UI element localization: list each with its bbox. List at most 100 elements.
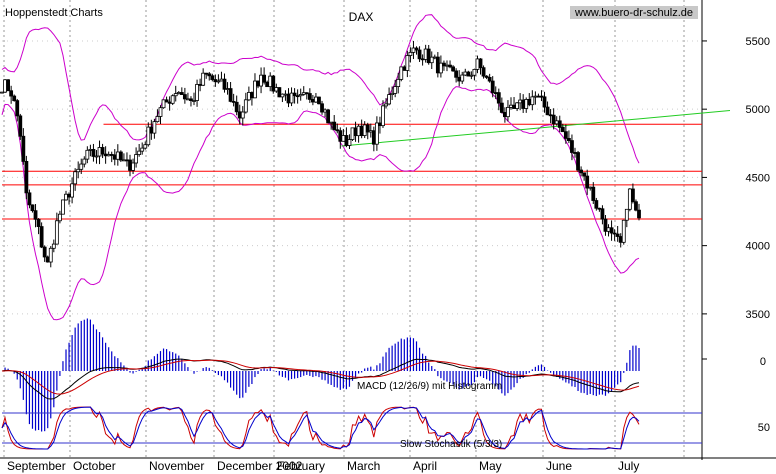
candle bbox=[39, 222, 44, 249]
candle bbox=[42, 245, 47, 262]
candle bbox=[442, 60, 446, 71]
candle-body bbox=[201, 72, 206, 86]
candle-body bbox=[100, 147, 105, 155]
candle-body bbox=[67, 193, 71, 198]
candle bbox=[161, 99, 166, 109]
y-tick-label: 4000 bbox=[746, 241, 770, 253]
candle-body bbox=[207, 73, 212, 77]
candle-body bbox=[317, 96, 321, 105]
candle bbox=[298, 88, 303, 101]
candle bbox=[454, 68, 459, 83]
candle bbox=[15, 98, 20, 122]
candle bbox=[399, 66, 404, 82]
candle-body bbox=[125, 159, 129, 162]
x-month-label: April bbox=[413, 459, 437, 473]
candle bbox=[277, 87, 282, 98]
candle-body bbox=[542, 96, 547, 108]
trendline bbox=[341, 110, 731, 147]
candle bbox=[530, 90, 535, 111]
candle bbox=[627, 188, 632, 212]
candle bbox=[192, 92, 196, 106]
candle-body bbox=[637, 209, 641, 219]
candle bbox=[207, 71, 212, 81]
candle-body bbox=[323, 109, 327, 113]
candle-body bbox=[118, 151, 123, 161]
candle-body bbox=[518, 99, 523, 104]
candle bbox=[82, 156, 87, 168]
candle-body bbox=[64, 193, 68, 201]
candle-body bbox=[502, 112, 507, 118]
candle bbox=[579, 166, 583, 177]
candle-body bbox=[490, 80, 495, 93]
candle bbox=[253, 73, 257, 99]
x-month-label: March bbox=[347, 459, 380, 473]
candle-body bbox=[533, 95, 538, 98]
candle-body bbox=[179, 92, 184, 95]
macd-label: MACD (12/26/9) mit Histogramm bbox=[357, 381, 502, 392]
candle-body bbox=[97, 147, 102, 157]
candle bbox=[570, 134, 574, 161]
candle bbox=[612, 229, 617, 241]
candle-body bbox=[182, 94, 187, 100]
candle bbox=[6, 79, 10, 92]
candle-body bbox=[600, 208, 605, 220]
candle-body bbox=[36, 218, 41, 227]
candle-body bbox=[234, 101, 239, 113]
candle bbox=[438, 55, 443, 78]
candle-body bbox=[0, 91, 4, 94]
candle-body bbox=[451, 66, 455, 72]
candle bbox=[585, 169, 590, 195]
candle-body bbox=[615, 233, 620, 237]
candle-body bbox=[472, 69, 477, 76]
candle-body bbox=[170, 95, 175, 104]
candle bbox=[472, 68, 477, 81]
candle-body bbox=[429, 56, 434, 64]
candle-body bbox=[216, 80, 221, 83]
candle bbox=[350, 127, 355, 141]
candle-body bbox=[627, 188, 632, 210]
candle bbox=[637, 203, 641, 221]
candle-body bbox=[243, 99, 248, 113]
candle-body bbox=[484, 75, 489, 78]
candle-body bbox=[61, 199, 65, 215]
candle bbox=[234, 95, 239, 116]
candle-body bbox=[79, 163, 84, 170]
candle bbox=[100, 143, 105, 159]
candle bbox=[131, 158, 135, 175]
candle-body bbox=[186, 98, 190, 101]
candle bbox=[280, 93, 285, 103]
candle-body bbox=[576, 152, 580, 171]
candle-body bbox=[45, 256, 50, 263]
candle-body bbox=[365, 124, 370, 133]
candle-body bbox=[402, 66, 407, 71]
candle-body bbox=[554, 120, 559, 125]
candle-body bbox=[612, 232, 617, 235]
chart-title: DAX bbox=[349, 10, 374, 24]
candle bbox=[173, 85, 178, 102]
candle-body bbox=[396, 78, 401, 87]
candle-body bbox=[381, 105, 385, 127]
x-axis-month-labels: September October November December 2002Feb… bbox=[7, 459, 639, 473]
candle bbox=[73, 168, 78, 191]
candle-body bbox=[88, 148, 93, 151]
candle-body bbox=[426, 48, 431, 64]
candle-body bbox=[301, 92, 306, 95]
stochastic-level-label: 50 bbox=[758, 422, 770, 434]
x-month-label: June bbox=[546, 459, 572, 473]
candle bbox=[347, 134, 352, 149]
candle bbox=[566, 130, 571, 144]
candle-body bbox=[3, 79, 7, 93]
x-month-label: July bbox=[618, 459, 639, 473]
website-label: www.buero-dr-schulz.de bbox=[574, 7, 693, 19]
green-trendline bbox=[341, 110, 731, 147]
candle-body bbox=[393, 86, 398, 94]
candle-body bbox=[347, 139, 352, 146]
candle-body bbox=[560, 127, 565, 133]
candle-body bbox=[405, 55, 410, 71]
candle-body bbox=[478, 58, 483, 69]
candle-body bbox=[609, 227, 614, 234]
candle-body bbox=[557, 120, 562, 128]
candle-body bbox=[307, 93, 312, 100]
candle-body bbox=[493, 92, 498, 94]
